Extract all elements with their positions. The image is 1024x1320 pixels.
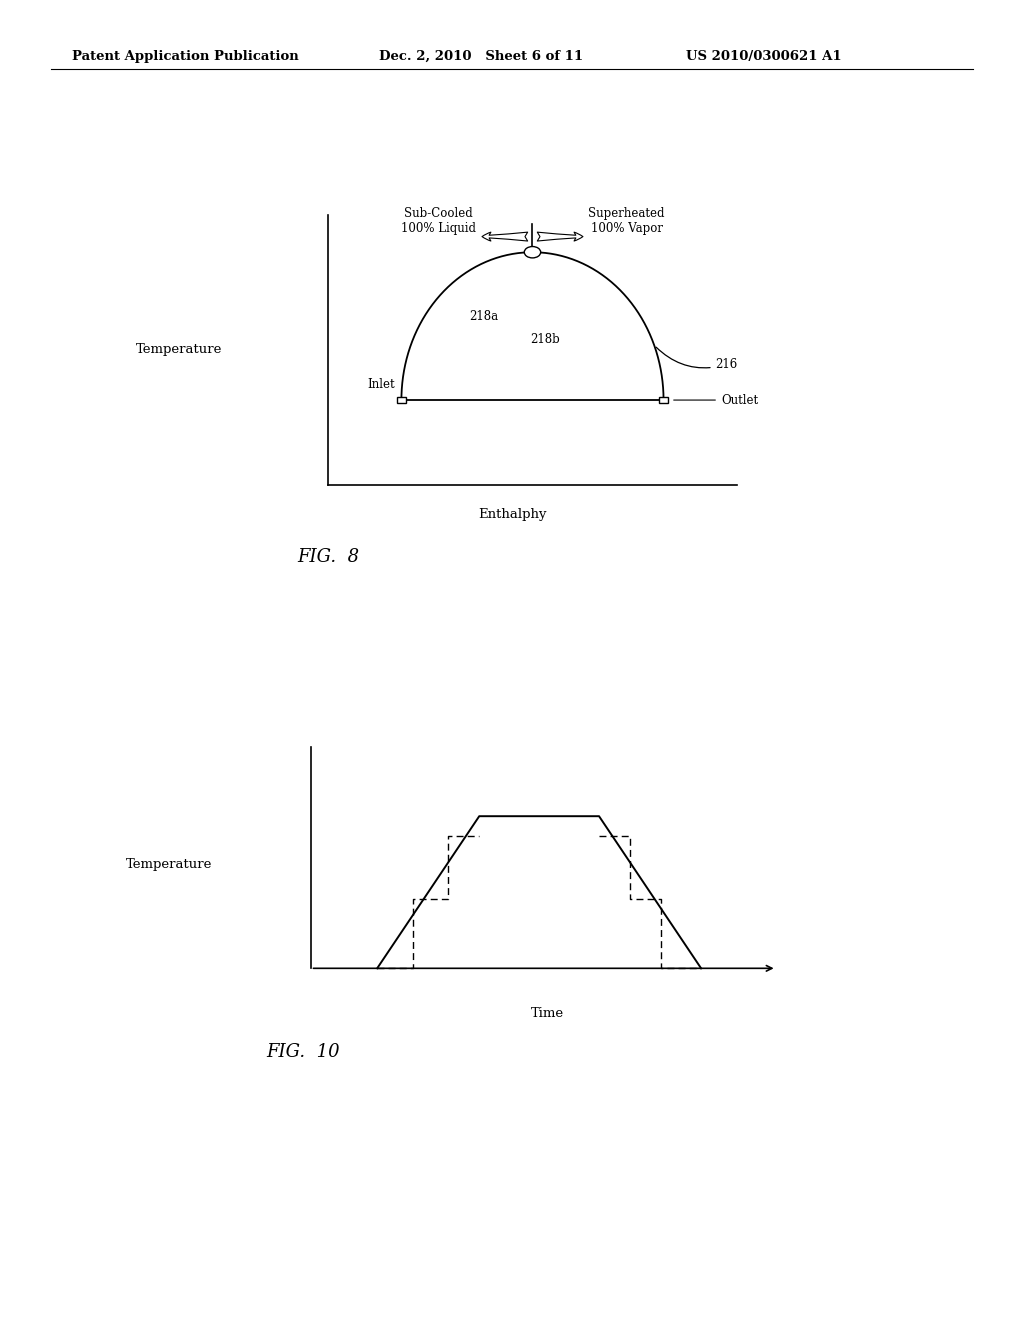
Text: Inlet: Inlet <box>368 378 395 391</box>
Text: 218b: 218b <box>529 333 560 346</box>
Text: Outlet: Outlet <box>674 393 758 407</box>
Text: Temperature: Temperature <box>136 343 222 356</box>
Text: Superheated
100% Vapor: Superheated 100% Vapor <box>589 207 665 235</box>
Text: FIG.  10: FIG. 10 <box>266 1043 340 1061</box>
Text: Dec. 2, 2010   Sheet 6 of 11: Dec. 2, 2010 Sheet 6 of 11 <box>379 50 583 63</box>
Text: Time: Time <box>531 1007 564 1020</box>
Text: 218a: 218a <box>469 310 498 323</box>
Text: Temperature: Temperature <box>126 858 212 871</box>
Text: US 2010/0300621 A1: US 2010/0300621 A1 <box>686 50 842 63</box>
Text: 216: 216 <box>656 347 738 371</box>
Text: Sub-Cooled
100% Liquid: Sub-Cooled 100% Liquid <box>400 207 476 235</box>
Circle shape <box>524 247 541 257</box>
Bar <box>659 397 668 403</box>
Text: Patent Application Publication: Patent Application Publication <box>72 50 298 63</box>
Text: FIG.  8: FIG. 8 <box>297 548 359 566</box>
Bar <box>397 397 406 403</box>
Text: Enthalphy: Enthalphy <box>478 508 546 521</box>
